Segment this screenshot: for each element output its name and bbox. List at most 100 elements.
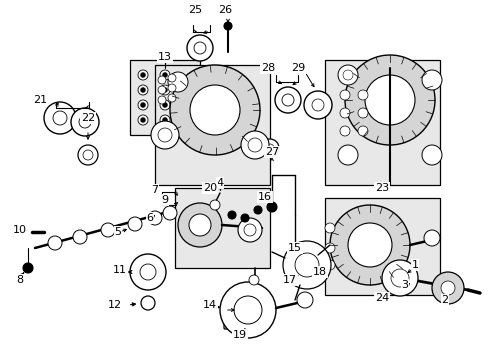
Circle shape [138,115,148,125]
Circle shape [294,253,318,277]
Circle shape [325,260,334,270]
Circle shape [71,108,99,136]
Text: 2: 2 [441,295,447,305]
Circle shape [168,84,176,92]
Circle shape [160,115,170,125]
Circle shape [440,281,454,295]
Circle shape [140,117,145,122]
Text: 10: 10 [13,225,27,235]
Circle shape [73,230,87,244]
Circle shape [101,223,115,237]
Circle shape [337,65,357,85]
Circle shape [53,111,67,125]
Circle shape [162,117,167,122]
Text: 7: 7 [151,185,158,195]
Circle shape [162,72,167,77]
Text: 11: 11 [113,265,127,275]
Circle shape [253,206,262,214]
Circle shape [241,131,268,159]
Text: 27: 27 [264,147,279,157]
Bar [325,60,439,185]
Circle shape [23,263,33,273]
Circle shape [138,100,148,110]
Circle shape [160,100,170,110]
Circle shape [138,85,148,95]
Circle shape [163,206,177,220]
Circle shape [148,211,162,225]
Circle shape [140,264,156,280]
Text: 20: 20 [203,183,217,193]
Text: 13: 13 [158,52,172,62]
Text: 3: 3 [401,280,407,290]
Text: 18: 18 [312,267,326,277]
Circle shape [160,85,170,95]
Circle shape [140,72,145,77]
Circle shape [339,126,349,136]
Circle shape [79,116,91,128]
Circle shape [189,214,210,236]
Circle shape [431,272,463,304]
Circle shape [274,87,301,113]
Text: 19: 19 [232,330,246,340]
Circle shape [248,275,259,285]
Circle shape [381,260,417,296]
Text: 9: 9 [161,195,168,205]
Circle shape [241,214,248,222]
Circle shape [337,145,357,165]
Text: 8: 8 [17,275,23,285]
Circle shape [304,91,331,119]
Circle shape [282,94,293,106]
Text: 22: 22 [81,113,95,123]
Circle shape [265,144,273,152]
Text: 12: 12 [108,300,122,310]
Circle shape [247,138,262,152]
Circle shape [325,243,334,253]
Circle shape [296,292,312,308]
Circle shape [283,241,330,289]
Circle shape [190,85,240,135]
Circle shape [158,76,165,84]
Circle shape [128,217,142,231]
Circle shape [421,70,441,90]
Text: 25: 25 [187,5,202,15]
Text: 6: 6 [146,213,153,223]
Circle shape [44,102,76,134]
Text: 15: 15 [287,243,302,253]
Circle shape [244,224,256,236]
FancyBboxPatch shape [224,299,236,329]
Circle shape [151,121,179,149]
Circle shape [141,296,155,310]
Circle shape [224,22,231,30]
Circle shape [421,145,441,165]
Circle shape [138,70,148,80]
Circle shape [48,236,62,250]
Text: 14: 14 [203,300,217,310]
Circle shape [162,103,167,108]
Text: 21: 21 [33,95,47,105]
Circle shape [178,203,222,247]
Circle shape [220,282,275,338]
Circle shape [194,42,205,54]
Circle shape [342,70,352,80]
Text: 26: 26 [218,5,232,15]
Circle shape [325,223,334,233]
Circle shape [423,230,439,246]
Circle shape [357,90,367,100]
Circle shape [170,65,260,155]
Circle shape [209,200,220,210]
Circle shape [238,218,262,242]
Text: 29: 29 [290,63,305,73]
Circle shape [83,150,93,160]
Text: 24: 24 [374,293,388,303]
Circle shape [158,128,172,142]
Circle shape [168,94,176,102]
Bar [155,65,269,185]
Text: 4: 4 [216,178,223,188]
Circle shape [186,35,213,61]
Bar [175,188,269,268]
Text: 16: 16 [258,192,271,202]
Circle shape [261,139,279,157]
Circle shape [78,145,98,165]
Circle shape [390,269,408,287]
Bar [325,198,439,295]
